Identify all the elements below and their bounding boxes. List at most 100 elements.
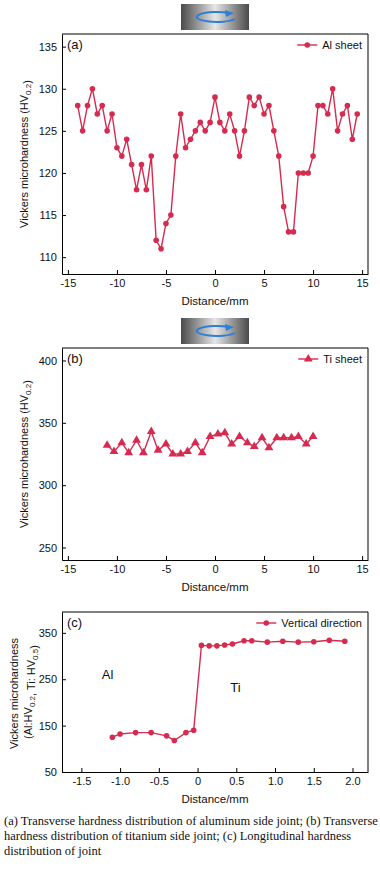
data-point — [350, 136, 356, 142]
y-axis-title: Vickers microhardness (HV0.2) — [18, 380, 33, 528]
data-point — [222, 128, 228, 134]
caption: (a) Transverse hardness distribution of … — [4, 814, 378, 859]
data-point — [342, 638, 348, 644]
data-point — [183, 145, 189, 151]
data-point — [176, 449, 185, 457]
x-tick-mark — [215, 270, 216, 274]
data-point — [300, 170, 306, 176]
data-point — [286, 229, 292, 235]
x-tick-mark — [198, 768, 199, 772]
data-point — [250, 441, 259, 449]
data-point — [148, 730, 154, 736]
panel: -15-10-5051015250300350400Distance/mmVic… — [18, 318, 369, 593]
text-run: ) — [21, 380, 33, 384]
data-point — [95, 111, 101, 117]
x-tick-label: -5 — [162, 277, 172, 289]
data-point — [258, 433, 267, 441]
data-point — [133, 730, 139, 736]
data-point — [99, 103, 105, 109]
data-point — [247, 94, 253, 100]
x-tick: -0.5 — [150, 768, 169, 787]
data-point — [153, 238, 159, 244]
x-tick: -1.0 — [111, 768, 130, 787]
x-tick-mark — [166, 556, 167, 560]
data-point — [168, 449, 177, 457]
y-tick: 150 — [39, 720, 66, 732]
x-tick-mark — [275, 768, 276, 772]
x-tick-mark — [264, 556, 265, 560]
data-point — [124, 448, 133, 456]
text-run: (Al:HV — [22, 706, 34, 738]
x-tick-label: 5 — [261, 277, 267, 289]
x-tick-mark — [362, 556, 363, 560]
data-point — [110, 446, 119, 454]
data-point — [202, 128, 208, 134]
x-tick-label: 0 — [212, 277, 218, 289]
series-line — [78, 89, 358, 249]
data-point — [134, 187, 140, 193]
data-point — [162, 439, 171, 447]
frame-top — [62, 348, 368, 349]
x-tick-mark — [120, 768, 121, 772]
data-point — [117, 438, 126, 446]
y-tick-label: 250 — [39, 542, 57, 554]
legend-label: Vertical direction — [281, 617, 362, 629]
y-tick: 115 — [39, 209, 66, 221]
data-point — [114, 145, 120, 151]
y-axis-line — [62, 613, 63, 773]
data-point — [249, 638, 255, 644]
figure: -15-10-5051015110115120125130135Distance… — [0, 0, 380, 812]
x-tick: 10 — [307, 270, 319, 289]
tool-arrowhead — [225, 10, 234, 17]
data-point — [287, 433, 296, 441]
x-tick-mark — [117, 270, 118, 274]
y-tick-mark — [62, 173, 66, 174]
y-tick: 50 — [45, 766, 66, 778]
data-point — [222, 642, 228, 648]
data-point — [227, 111, 233, 117]
data-point — [265, 443, 274, 451]
y-axis: 110115120125130135 — [39, 35, 66, 275]
plot-area — [103, 426, 318, 456]
y-tick: 135 — [39, 41, 66, 53]
x-tick-label: 0.5 — [229, 775, 244, 787]
x-axis-line — [63, 560, 369, 561]
data-point — [206, 431, 215, 439]
legend-label: Ti sheet — [323, 353, 362, 365]
text-run: ) — [21, 80, 33, 84]
subscript: 0.5 — [31, 648, 40, 660]
x-tick-label: 0 — [212, 563, 218, 575]
data-point — [280, 638, 286, 644]
text-run: Vickers microhardness (HV — [18, 394, 30, 528]
data-point — [326, 637, 332, 643]
series-line — [112, 640, 344, 740]
legend-item: Vertical direction — [256, 617, 362, 629]
y-axis: 250300350400 — [39, 349, 66, 561]
x-axis-line — [63, 274, 369, 275]
y-axis-line — [62, 35, 63, 275]
data-point — [199, 643, 205, 649]
panel-label: (b) — [67, 351, 83, 366]
x-axis: -15-10-5051015 — [60, 556, 368, 575]
x-tick-label: 5 — [261, 563, 267, 575]
x-tick-mark — [236, 768, 237, 772]
data-point — [85, 103, 91, 109]
x-tick-label: 0 — [195, 775, 201, 787]
data-point — [230, 641, 236, 647]
x-tick-label: -15 — [60, 563, 76, 575]
data-point — [214, 643, 220, 649]
y-axis-title-line: Vickers microhardness (HV0.2) — [18, 80, 33, 228]
data-point — [183, 446, 192, 454]
data-point — [198, 448, 207, 456]
plot-area — [110, 637, 348, 743]
x-tick-label: -15 — [60, 277, 76, 289]
x-tick: -5 — [162, 270, 172, 289]
legend: Al sheet — [297, 39, 362, 51]
legend: Ti sheet — [298, 353, 362, 365]
x-tick-label: 1.5 — [307, 775, 322, 787]
data-point — [276, 153, 282, 159]
y-tick: 250 — [39, 673, 66, 685]
x-tick-label: 1.0 — [268, 775, 283, 787]
data-point — [206, 643, 212, 649]
y-tick-mark — [62, 215, 66, 216]
